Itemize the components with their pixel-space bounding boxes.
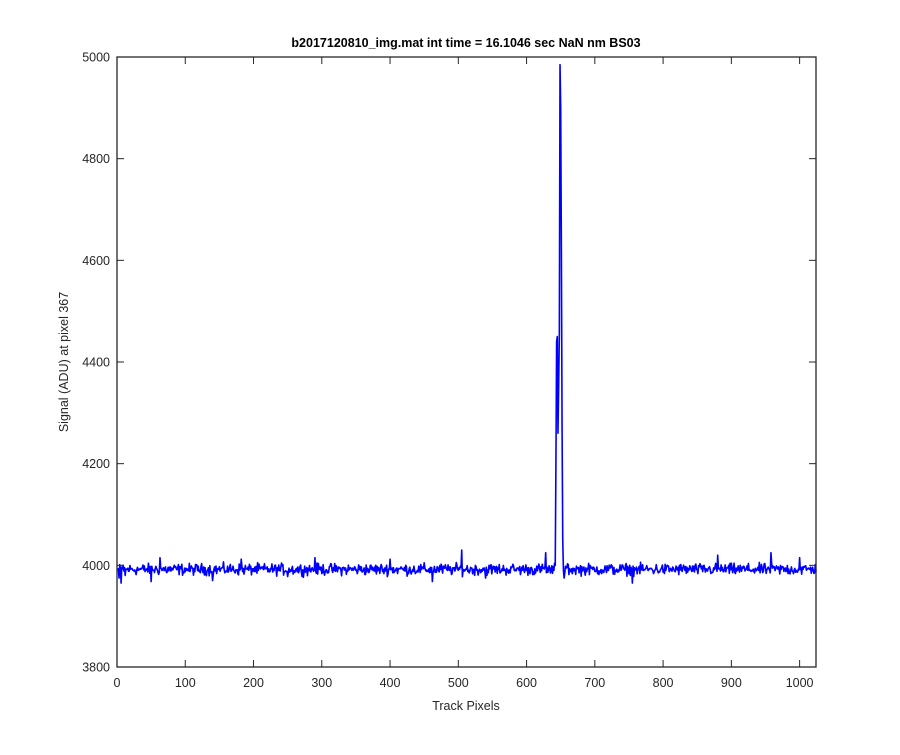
x-tick-label: 1000 (786, 676, 814, 690)
y-tick-label: 4800 (82, 152, 110, 166)
y-tick-label: 4200 (82, 457, 110, 471)
x-tick-label: 800 (653, 676, 674, 690)
plot-area (117, 57, 816, 667)
x-tick-label: 200 (243, 676, 264, 690)
x-tick-label: 0 (114, 676, 121, 690)
x-tick-label: 100 (175, 676, 196, 690)
x-tick-label: 300 (311, 676, 332, 690)
chart-title: b2017120810_img.mat int time = 16.1046 s… (291, 36, 640, 50)
x-axis-label: Track Pixels (432, 699, 500, 713)
x-tick-label: 700 (584, 676, 605, 690)
y-axis-label: Signal (ADU) at pixel 367 (57, 292, 71, 432)
x-tick-label: 400 (380, 676, 401, 690)
y-tick-label: 4400 (82, 356, 110, 370)
x-tick-label: 900 (721, 676, 742, 690)
x-tick-label: 600 (516, 676, 537, 690)
y-tick-label: 5000 (82, 51, 110, 65)
y-tick-label: 3800 (82, 661, 110, 675)
axes-layer: 0 100 200 300 400 500 600 700 800 900 1000 3800 4000… (82, 51, 817, 690)
y-tick-label: 4000 (82, 559, 110, 573)
y-tick-label: 4600 (82, 254, 110, 268)
signal-series-line (116, 63, 817, 584)
data-layer (116, 63, 817, 584)
x-tick-label: 500 (448, 676, 469, 690)
